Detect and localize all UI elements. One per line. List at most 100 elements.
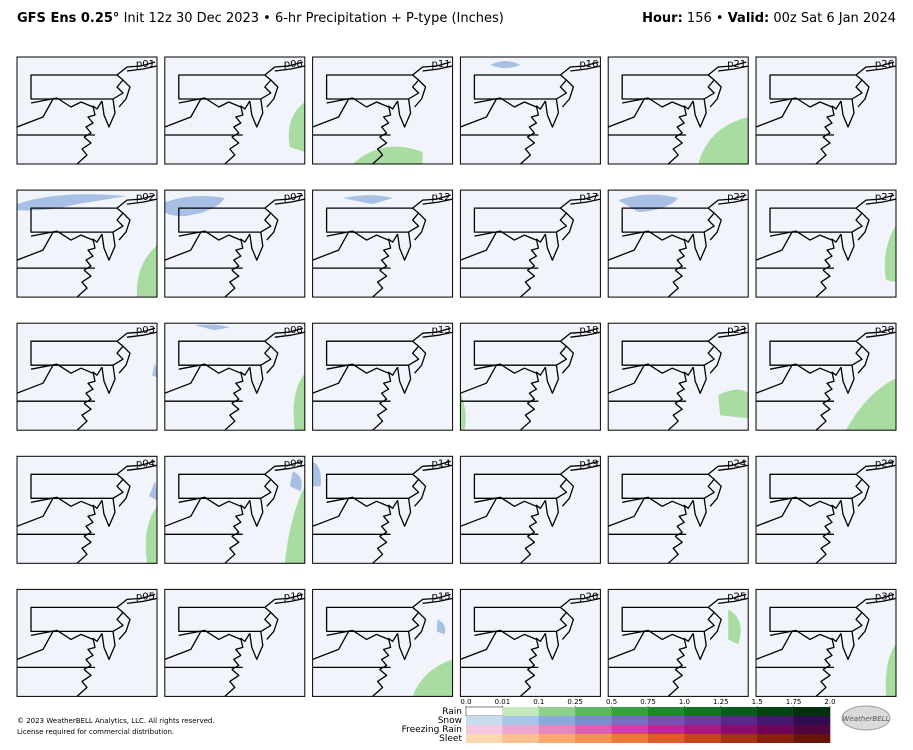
legend-swatch xyxy=(611,725,649,734)
map-panel: p09 xyxy=(164,455,306,564)
legend-tick-label: 1.75 xyxy=(786,698,802,706)
map-background xyxy=(164,57,305,164)
map-border xyxy=(164,455,306,564)
logo-badge xyxy=(841,705,891,731)
map-content xyxy=(17,190,157,298)
panel-label: p03 xyxy=(136,325,155,336)
map-background xyxy=(312,190,453,298)
precip-area xyxy=(136,245,157,298)
panel-label: p27 xyxy=(875,192,894,203)
map-border xyxy=(459,588,601,697)
map-content xyxy=(312,323,453,431)
map-border xyxy=(312,588,454,697)
map-border xyxy=(312,56,454,165)
map-panel: p02 xyxy=(16,189,158,298)
map-border xyxy=(755,322,897,431)
precip-area xyxy=(436,619,446,635)
map-border xyxy=(459,322,601,431)
map-border xyxy=(16,322,158,431)
map-content xyxy=(312,589,453,697)
map-background xyxy=(460,323,601,431)
map-border xyxy=(607,588,749,697)
map-border xyxy=(755,455,897,564)
precip-area xyxy=(460,393,466,431)
panel-label: p06 xyxy=(284,59,303,70)
legend-swatch xyxy=(648,707,685,716)
header-right: Hour: 156 • Valid: 00z Sat 6 Jan 2024 xyxy=(642,11,896,26)
map-content xyxy=(608,589,749,697)
legend-swatch xyxy=(538,725,576,734)
legend-swatch xyxy=(466,725,503,734)
map-border xyxy=(312,322,454,431)
legend-tick-label: 0.25 xyxy=(567,698,583,706)
panel-label: p05 xyxy=(136,591,155,602)
map-panel: p26 xyxy=(755,56,897,165)
precip-area xyxy=(284,486,305,564)
map-content xyxy=(756,190,896,298)
map-border xyxy=(312,455,454,564)
valid: 00z Sat 6 Jan 2024 xyxy=(773,11,896,26)
legend-swatch xyxy=(757,716,794,725)
map-content xyxy=(608,57,749,164)
map-border xyxy=(459,189,601,298)
map-border xyxy=(755,588,897,697)
map-content xyxy=(17,57,157,164)
hour: 156 xyxy=(686,11,712,26)
map-background xyxy=(312,456,453,564)
map-panel: p08 xyxy=(164,322,306,431)
legend-swatch xyxy=(757,707,794,716)
map-border xyxy=(16,455,158,564)
legend-tick-label: 0.01 xyxy=(495,698,511,706)
panel-label: p20 xyxy=(579,591,598,602)
map-border xyxy=(164,322,306,431)
map-border xyxy=(16,189,158,298)
panel-label: p04 xyxy=(136,458,155,469)
map-border xyxy=(16,588,158,697)
panel-label: p08 xyxy=(284,325,303,336)
map-border xyxy=(459,56,601,165)
map-content xyxy=(164,190,305,298)
precip-area xyxy=(846,378,896,431)
map-panel: p22 xyxy=(607,189,749,298)
map-content xyxy=(756,323,896,431)
legend-swatch xyxy=(648,725,685,734)
legend-swatch xyxy=(466,734,503,743)
map-content xyxy=(17,456,157,564)
map-background xyxy=(312,323,453,431)
map-panel: p06 xyxy=(164,56,306,165)
map-panel: p20 xyxy=(459,588,601,697)
precip-area xyxy=(698,117,749,164)
panel-label: p18 xyxy=(579,325,598,336)
map-border xyxy=(164,56,306,165)
map-background xyxy=(17,323,157,431)
panel-label: p26 xyxy=(875,59,894,70)
map-background xyxy=(756,589,896,697)
model: GFS Ens 0.25° xyxy=(17,11,120,26)
panel-label: p02 xyxy=(136,192,155,203)
legend-tick-label: 0.5 xyxy=(606,698,617,706)
legend-swatch xyxy=(538,734,576,743)
separator: • xyxy=(715,11,724,26)
panel-label: p29 xyxy=(875,458,894,469)
legend-swatch xyxy=(502,707,540,716)
precip-area xyxy=(718,389,749,419)
map-content xyxy=(460,57,601,164)
map-background xyxy=(17,589,157,697)
map-border xyxy=(16,56,158,165)
precip-area xyxy=(17,194,127,211)
precip-area xyxy=(412,659,453,697)
legend-swatch xyxy=(575,707,612,716)
map-panel: p24 xyxy=(607,455,749,564)
legend-swatch xyxy=(720,716,758,725)
panel-label: p24 xyxy=(727,458,746,469)
legend-swatch xyxy=(538,716,576,725)
map-content xyxy=(756,57,896,164)
legend-swatch xyxy=(684,734,722,743)
legend-swatch xyxy=(720,734,758,743)
legend-swatch xyxy=(611,734,649,743)
precip-area xyxy=(352,146,423,164)
panel-label: p17 xyxy=(579,192,598,203)
map-border xyxy=(607,455,749,564)
map-panel: p04 xyxy=(16,455,158,564)
legend-swatch xyxy=(575,734,612,743)
